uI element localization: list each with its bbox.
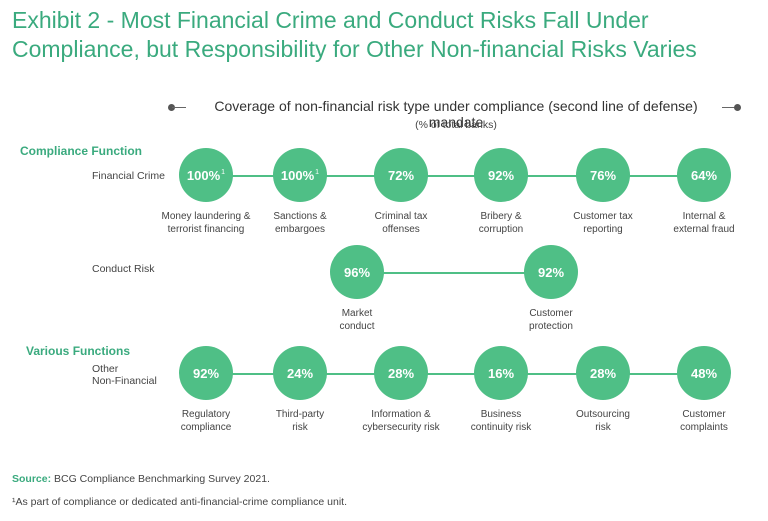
value-label: 72% bbox=[387, 167, 415, 183]
value-bubble: 100% 1 bbox=[273, 148, 327, 202]
value-bubble: 24% bbox=[273, 346, 327, 400]
footnote-marker: 1 bbox=[221, 168, 226, 176]
connector-line bbox=[357, 272, 551, 274]
category-label-line1: Regulatory bbox=[181, 409, 231, 420]
category-label-line2: reporting bbox=[583, 223, 623, 235]
category-label-line1: Business bbox=[480, 409, 522, 420]
value-label: 96% bbox=[343, 264, 371, 280]
category-label-line2: risk bbox=[595, 421, 611, 433]
category-label: Sanctions & embargoes bbox=[245, 211, 355, 236]
value-label: 100% bbox=[280, 167, 315, 183]
category-label-line1: Customer bbox=[529, 308, 573, 319]
category-label-line1: Customer tax bbox=[573, 211, 633, 222]
category-label: Customer complaints bbox=[649, 409, 759, 434]
value-bubble: 76% bbox=[576, 148, 630, 202]
category-label-line2: continuity risk bbox=[470, 421, 532, 433]
category-label-line2: protection bbox=[529, 320, 573, 332]
source-label: Source: bbox=[12, 473, 52, 485]
value-label: 76% bbox=[589, 167, 617, 183]
legend-subtext: (% of total banks) bbox=[415, 119, 497, 131]
legend-left-dot bbox=[168, 104, 175, 111]
category-label-line2: complaints bbox=[680, 421, 728, 433]
category-label-line1: Sanctions & bbox=[273, 211, 327, 222]
value-label: 92% bbox=[192, 365, 220, 381]
category-label-line2: external fraud bbox=[673, 223, 735, 235]
value-bubble: 100% 1 bbox=[179, 148, 233, 202]
value-label: 16% bbox=[487, 365, 515, 381]
category-label: Information & cybersecurity risk bbox=[346, 409, 456, 434]
section-label-various: Various Functions bbox=[26, 344, 131, 358]
category-label: Third-party risk bbox=[245, 409, 355, 434]
category-label-line1: Customer bbox=[682, 409, 726, 420]
legend-left-line bbox=[172, 107, 186, 108]
connector-line bbox=[206, 373, 704, 375]
legend-text: Coverage of non-financial risk type unde… bbox=[214, 98, 698, 130]
category-label-line1: Criminal tax bbox=[374, 211, 428, 222]
row-label-conduct-risk: Conduct Risk bbox=[92, 263, 155, 275]
row-label-financial-crime: Financial Crime bbox=[92, 170, 165, 182]
value-bubble: 28% bbox=[576, 346, 630, 400]
value-label: 48% bbox=[690, 365, 718, 381]
category-label-line1: Money laundering & bbox=[161, 211, 251, 222]
value-bubble: 92% bbox=[179, 346, 233, 400]
category-label-line1: Information & bbox=[371, 409, 431, 420]
category-label-line1: Market bbox=[341, 308, 373, 319]
legend-right-line bbox=[722, 107, 736, 108]
category-label-line1: Third-party bbox=[275, 409, 325, 420]
category-label-line2: conduct bbox=[339, 320, 375, 332]
category-label-line1: Outsourcing bbox=[576, 409, 630, 420]
category-label-line2: risk bbox=[292, 421, 308, 433]
row-label-other-line2: Non-Financial bbox=[92, 375, 157, 387]
category-label: Internal & external fraud bbox=[649, 211, 759, 236]
category-label-line2: embargoes bbox=[274, 223, 326, 235]
value-bubble: 92% bbox=[524, 245, 578, 299]
value-bubble: 92% bbox=[474, 148, 528, 202]
category-label-line1: Internal & bbox=[682, 211, 726, 222]
category-label: Criminal tax offenses bbox=[346, 211, 456, 236]
value-label: 64% bbox=[690, 167, 718, 183]
value-label: 28% bbox=[387, 365, 415, 381]
value-label: 100% bbox=[186, 167, 221, 183]
source-text: BCG Compliance Benchmarking Survey 2021. bbox=[51, 473, 270, 485]
category-label-line2: corruption bbox=[478, 223, 524, 235]
value-bubble: 28% bbox=[374, 346, 428, 400]
category-label: Market conduct bbox=[302, 308, 412, 333]
category-label-line2: offenses bbox=[382, 223, 420, 235]
legend-right-dot bbox=[734, 104, 741, 111]
category-label: Customer protection bbox=[496, 308, 606, 333]
value-bubble: 16% bbox=[474, 346, 528, 400]
row-label-other-line1: Other bbox=[92, 363, 119, 375]
value-bubble: 64% bbox=[677, 148, 731, 202]
value-label: 24% bbox=[286, 365, 314, 381]
value-bubble: 96% bbox=[330, 245, 384, 299]
connector-line bbox=[206, 175, 704, 177]
footnote: ¹As part of compliance or dedicated anti… bbox=[12, 496, 347, 508]
category-label: Business continuity risk bbox=[446, 409, 556, 434]
legend: Coverage of non-financial risk type unde… bbox=[0, 98, 768, 130]
value-bubble: 48% bbox=[677, 346, 731, 400]
value-label: 28% bbox=[589, 365, 617, 381]
category-label-line1: Bribery & bbox=[480, 211, 522, 222]
chart-title: Exhibit 2 - Most Financial Crime and Con… bbox=[12, 7, 697, 62]
category-label-line2: cybersecurity risk bbox=[362, 421, 440, 433]
source-note: Source: BCG Compliance Benchmarking Surv… bbox=[12, 473, 270, 485]
footnote-marker: 1 bbox=[315, 168, 320, 176]
value-label: 92% bbox=[537, 264, 565, 280]
category-label: Money laundering & terrorist financing bbox=[151, 211, 261, 236]
value-label: 92% bbox=[487, 167, 515, 183]
value-bubble: 72% bbox=[374, 148, 428, 202]
category-label: Customer tax reporting bbox=[548, 211, 658, 236]
category-label: Regulatory compliance bbox=[151, 409, 261, 434]
category-label: Outsourcing risk bbox=[548, 409, 658, 434]
section-label-compliance: Compliance Function bbox=[20, 144, 143, 158]
category-label-line2: terrorist financing bbox=[167, 223, 245, 235]
category-label: Bribery & corruption bbox=[446, 211, 556, 236]
category-label-line2: compliance bbox=[180, 421, 232, 433]
